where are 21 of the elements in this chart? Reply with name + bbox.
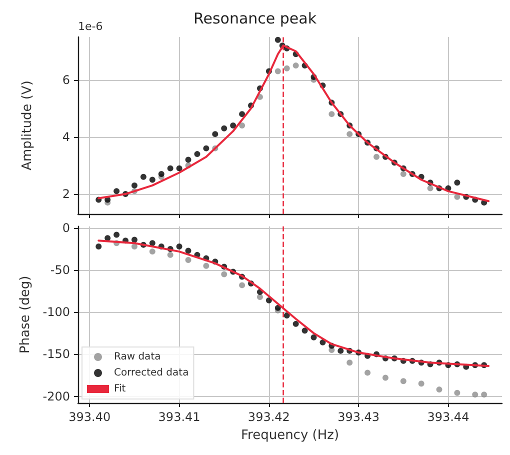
x-axis-title: Frequency (Hz) xyxy=(240,428,340,443)
y-axis-title: Phase (deg) xyxy=(18,276,33,354)
x-tick-label: 393.41 xyxy=(158,410,200,424)
y-tick-label: 0 xyxy=(62,221,70,235)
legend-label: Raw data xyxy=(114,352,161,362)
x-tick-label: 393.44 xyxy=(427,410,470,424)
x-tick-label: 393.42 xyxy=(248,410,290,424)
y-tick-label: 2 xyxy=(62,187,70,202)
text: 1e-6 xyxy=(78,20,103,33)
y-tick-label: 4 xyxy=(62,130,70,144)
x-tick-label: 393.43 xyxy=(338,410,380,424)
y-axis-title: Amplitude (V) xyxy=(20,80,35,170)
chart-title: Resonance peak xyxy=(193,10,317,28)
legend-label: Corrected data xyxy=(114,368,189,378)
y-tick-label: -150 xyxy=(42,347,70,362)
legend-label: Fit xyxy=(114,384,126,394)
y-tick-label: -100 xyxy=(42,305,70,320)
y-tick-label: 6 xyxy=(62,72,70,87)
y-tick-label: -200 xyxy=(42,389,70,404)
y-tick-label: -50 xyxy=(50,263,70,278)
x-tick-label: 393.40 xyxy=(68,410,111,424)
